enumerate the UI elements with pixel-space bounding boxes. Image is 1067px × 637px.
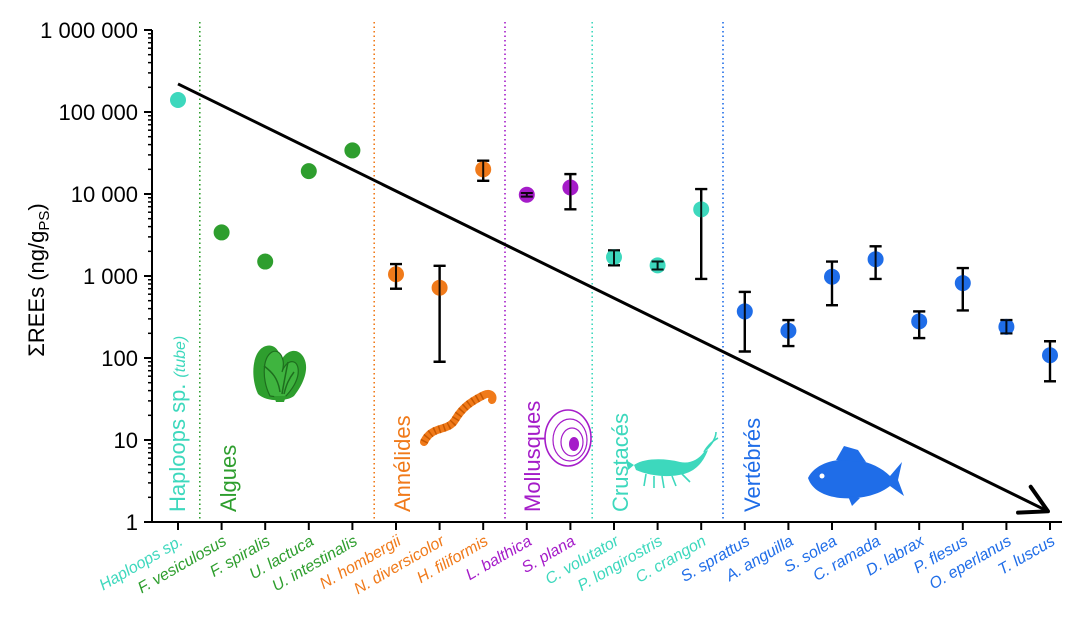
shrimp-icon xyxy=(626,431,719,489)
data-point xyxy=(300,163,317,180)
error-bar-overlay xyxy=(651,260,664,271)
organism-icons xyxy=(253,345,904,506)
trend-arrowhead xyxy=(1016,484,1050,515)
data-point xyxy=(213,224,230,241)
error-bar-overlay xyxy=(564,173,577,211)
error-bar-overlay xyxy=(913,310,926,340)
y-tick-label: 10 xyxy=(114,428,138,453)
group-label-annelides: Annélides xyxy=(390,415,415,512)
group-label-crustaces: Crustacés xyxy=(608,413,633,512)
data-point xyxy=(170,92,186,109)
error-bar-overlay xyxy=(695,188,708,280)
error-bar-overlay xyxy=(826,260,838,307)
y-axis-label: ΣREEs (ng/gPS) xyxy=(24,203,53,356)
error-bar-overlay xyxy=(956,267,969,312)
axes: 1 10 100 1 000 10 000 100 000 1 000 000 xyxy=(40,18,1062,535)
trend-line xyxy=(177,82,1049,513)
error-bar-overlay xyxy=(1044,340,1056,383)
y-tick-label: 100 xyxy=(101,346,138,371)
error-bar-overlay xyxy=(477,159,490,182)
error-bar-overlay xyxy=(520,191,533,198)
group-separators xyxy=(199,22,724,522)
group-label-mollusques: Mollusques xyxy=(520,401,545,512)
y-tick-label: 1 xyxy=(126,510,138,535)
y-tick-label: 100 000 xyxy=(58,100,138,125)
group-label-vertebres: Vertébrés xyxy=(740,418,765,512)
group-label-haploops: Haploops sp.(tube) xyxy=(165,336,190,512)
error-bar-overlay xyxy=(608,249,620,267)
error-bar-overlay xyxy=(1000,319,1013,335)
error-bar-overlay xyxy=(738,290,751,353)
data-points xyxy=(170,92,1058,383)
worm-icon xyxy=(420,389,497,446)
error-bar-overlay xyxy=(782,319,795,348)
clam-shell-icon xyxy=(544,409,592,467)
y-tick-label: 1 000 000 xyxy=(40,18,138,43)
data-point xyxy=(257,253,274,270)
error-bar-overlay xyxy=(869,245,882,280)
trend-arrow xyxy=(177,82,1050,515)
group-labels: Haploops sp.(tube) Algues Annélides Mollusq… xyxy=(165,336,765,512)
error-bar-overlay xyxy=(433,264,446,363)
y-tick-label: 10 000 xyxy=(71,182,138,207)
group-label-algues: Algues xyxy=(216,445,241,512)
error-bar-overlay xyxy=(390,263,402,290)
y-tick-label: 1 000 xyxy=(83,264,138,289)
data-point xyxy=(344,142,361,159)
algae-icon xyxy=(253,345,307,402)
fish-icon xyxy=(808,446,904,506)
